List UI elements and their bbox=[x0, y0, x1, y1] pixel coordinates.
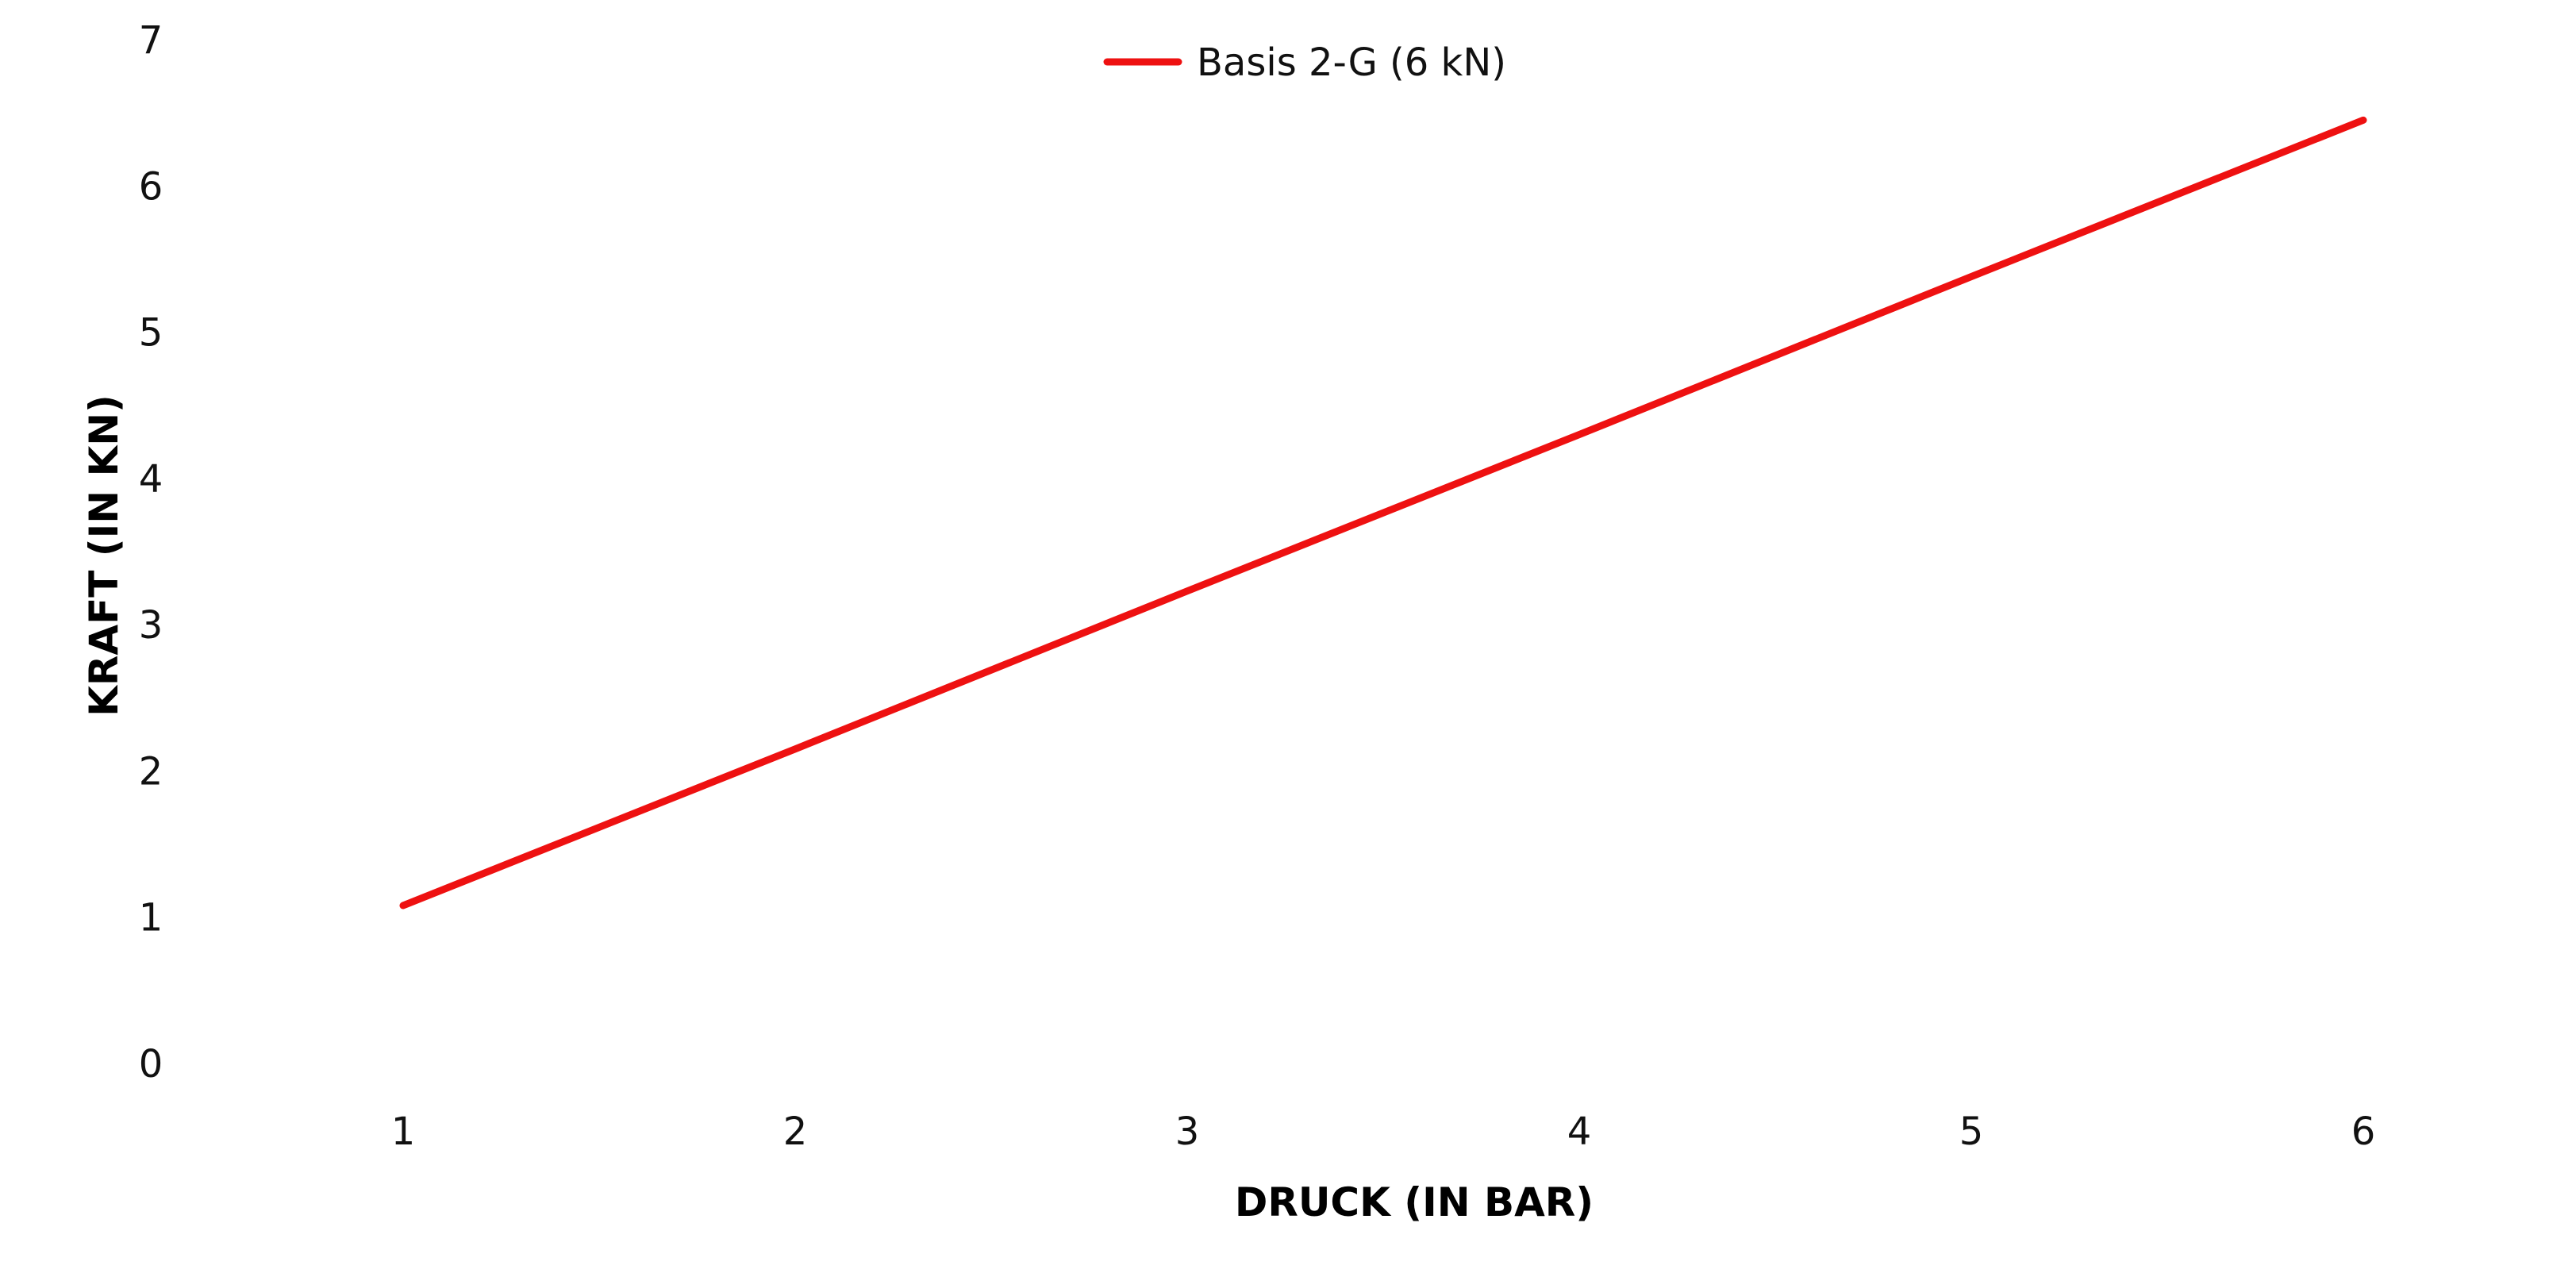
legend: Basis 2-G (6 kN) bbox=[1103, 40, 1506, 85]
x-axis-title: DRUCK (IN BAR) bbox=[1235, 1179, 1594, 1225]
legend-label: Basis 2-G (6 kN) bbox=[1197, 40, 1506, 85]
y-tick-label: 7 bbox=[139, 18, 163, 63]
y-axis-title: KRAFT (IN KN) bbox=[81, 394, 127, 717]
y-tick-label: 5 bbox=[139, 311, 163, 356]
x-tick-label: 2 bbox=[783, 1110, 808, 1154]
x-tick-label: 4 bbox=[1567, 1110, 1592, 1154]
y-axis-ticks: 0 1 2 3 4 5 6 7 bbox=[139, 18, 163, 1086]
series-layer bbox=[399, 116, 2367, 910]
y-tick-label: 6 bbox=[139, 164, 163, 209]
x-tick-label: 3 bbox=[1175, 1110, 1200, 1154]
y-tick-label: 3 bbox=[139, 603, 163, 648]
y-tick-label: 0 bbox=[139, 1042, 163, 1086]
y-tick-label: 4 bbox=[139, 457, 163, 502]
y-tick-label: 1 bbox=[139, 896, 163, 940]
y-tick-label: 2 bbox=[139, 749, 163, 794]
x-axis-ticks: 1 2 3 4 5 6 bbox=[391, 1110, 2376, 1154]
series-line bbox=[399, 116, 2367, 910]
x-tick-label: 5 bbox=[1959, 1110, 1984, 1154]
x-tick-label: 1 bbox=[391, 1110, 416, 1154]
x-tick-label: 6 bbox=[2351, 1110, 2376, 1154]
